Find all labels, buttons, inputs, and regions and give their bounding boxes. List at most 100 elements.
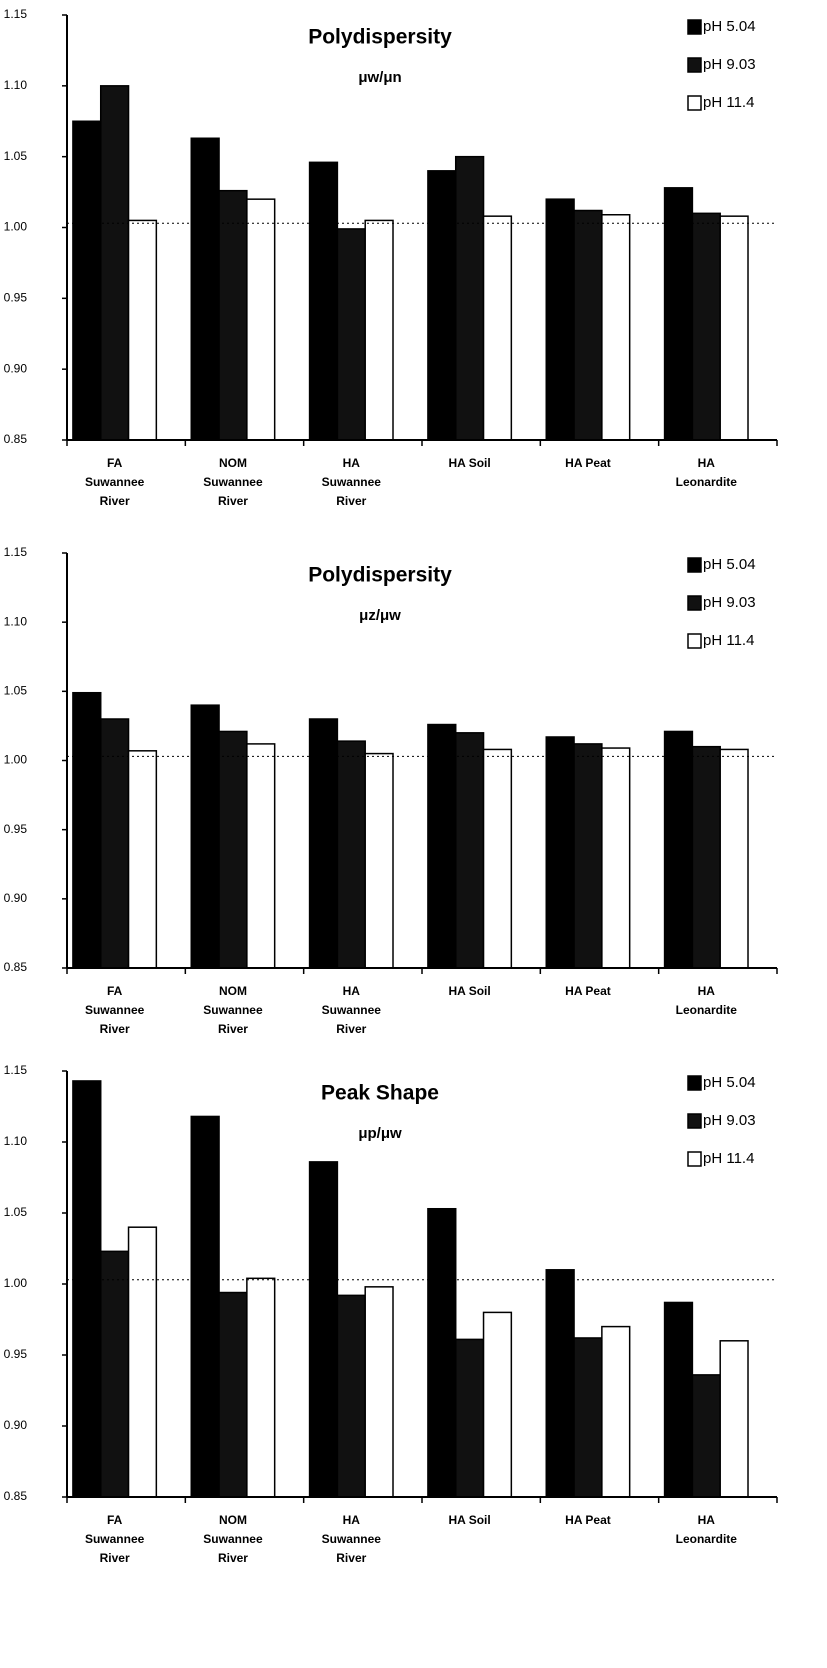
bar xyxy=(72,120,102,441)
legend-label: pH 11.4 xyxy=(703,94,754,111)
chart-panel: 0.85 0.90 0.95 1.00 1.05 1.10 1.15 FA Suwannee Ri… xyxy=(4,7,778,508)
y-tick-label: 0.85 xyxy=(4,960,28,974)
x-tick-label: HA Leonardite xyxy=(676,456,738,489)
legend-swatch xyxy=(687,57,702,73)
legend-swatch xyxy=(687,1075,702,1091)
x-tick-label-line: Suwannee xyxy=(322,475,382,489)
x-tick-label: NOM Suwannee River xyxy=(203,984,263,1036)
y-tick-label: 1.15 xyxy=(4,1063,28,1077)
legend-label: pH 9.03 xyxy=(703,56,756,73)
x-tick-label-line: River xyxy=(336,494,366,508)
legend-label: pH 9.03 xyxy=(703,594,756,611)
x-tick-label-line: Leonardite xyxy=(676,1003,738,1017)
y-tick-label: 1.15 xyxy=(4,545,28,559)
x-tick-label: HA Soil xyxy=(449,456,491,470)
bar xyxy=(663,1301,694,1498)
bar xyxy=(573,743,603,969)
y-tick-label: 0.95 xyxy=(4,822,28,836)
bar xyxy=(364,219,394,441)
x-tick-label-line: HA xyxy=(343,984,361,998)
x-tick-label: HA Leonardite xyxy=(676,1513,738,1546)
y-tick-label: 1.00 xyxy=(4,1276,28,1290)
y-tick-label: 0.85 xyxy=(4,432,28,446)
legend-swatch xyxy=(687,1151,702,1167)
y-tick-label: 1.15 xyxy=(4,7,28,21)
y-tick-label: 0.90 xyxy=(4,891,28,905)
bar xyxy=(190,1115,220,1498)
x-tick-label: HA Soil xyxy=(449,1513,491,1527)
x-tick-label-line: HA xyxy=(698,984,716,998)
x-tick-label: FA Suwannee River xyxy=(85,1513,145,1565)
x-tick-label-line: River xyxy=(336,1551,366,1565)
y-tick-label: 1.10 xyxy=(4,78,28,92)
x-tick-label-line: River xyxy=(100,1022,130,1036)
x-tick-label-line: FA xyxy=(107,1513,123,1527)
bar xyxy=(482,748,513,969)
x-tick-label: HA Peat xyxy=(565,1513,611,1527)
bar xyxy=(719,215,749,441)
bar xyxy=(336,740,366,969)
bar xyxy=(719,748,749,969)
legend-label: pH 11.4 xyxy=(703,1150,754,1167)
x-tick-label: HA Peat xyxy=(565,984,611,998)
x-tick-label-line: Suwannee xyxy=(322,1532,382,1546)
x-tick-label-line: Suwannee xyxy=(203,1532,263,1546)
x-tick-label-line: FA xyxy=(107,984,123,998)
bar xyxy=(427,170,457,441)
x-tick-label: HA Suwannee River xyxy=(322,1513,382,1565)
bar xyxy=(218,1291,248,1498)
legend-swatch xyxy=(687,557,702,573)
bar xyxy=(246,1277,276,1498)
y-tick-label: 1.00 xyxy=(4,220,28,234)
x-tick-label-line: HA xyxy=(343,1513,361,1527)
bar xyxy=(691,1374,721,1498)
legend-label: pH 5.04 xyxy=(703,556,756,573)
bar xyxy=(454,155,485,441)
legend-label: pH 11.4 xyxy=(703,632,754,649)
chart-subtitle: μz/μw xyxy=(359,607,401,624)
x-tick-label-line: HA xyxy=(343,456,361,470)
x-tick-label: NOM Suwannee River xyxy=(203,456,263,508)
x-tick-label: HA Soil xyxy=(449,984,491,998)
bar xyxy=(719,1340,749,1498)
x-tick-label: FA Suwannee River xyxy=(85,984,145,1036)
x-tick-label-line: Suwannee xyxy=(85,1532,145,1546)
x-tick-label-line: Suwannee xyxy=(203,475,263,489)
y-tick-label: 0.90 xyxy=(4,1418,28,1432)
legend-swatch xyxy=(687,1113,702,1129)
bar xyxy=(573,1337,603,1498)
bar xyxy=(127,1226,158,1498)
x-tick-label-line: NOM xyxy=(219,984,247,998)
x-tick-label-line: FA xyxy=(107,456,123,470)
y-tick-label: 1.00 xyxy=(4,753,28,767)
x-tick-label-line: Suwannee xyxy=(85,475,145,489)
x-tick-label-line: HA Peat xyxy=(565,1513,611,1527)
y-tick-label: 0.95 xyxy=(4,1347,28,1361)
legend-swatch xyxy=(687,95,702,111)
x-tick-label-line: HA Peat xyxy=(565,456,611,470)
bar xyxy=(246,743,276,969)
bar xyxy=(663,730,694,969)
legend-label: pH 5.04 xyxy=(703,18,756,35)
chart-subtitle: μw/μn xyxy=(358,69,401,86)
chart-panel: 0.85 0.90 0.95 1.00 1.05 1.10 1.15 FA Suwannee Ri… xyxy=(4,1063,778,1565)
bar xyxy=(573,209,603,441)
bar xyxy=(72,691,102,969)
chart-panel: 0.85 0.90 0.95 1.00 1.05 1.10 1.15 FA Suwannee Ri… xyxy=(4,545,778,1036)
x-tick-label-line: HA Soil xyxy=(449,984,491,998)
x-tick-label-line: HA Soil xyxy=(449,1513,491,1527)
chart-title: Peak Shape xyxy=(321,1082,439,1105)
legend-swatch xyxy=(687,19,702,35)
bar xyxy=(99,1250,130,1498)
bar xyxy=(601,747,631,969)
bar xyxy=(364,1286,394,1498)
bar xyxy=(427,723,457,969)
bar xyxy=(99,718,130,969)
bar xyxy=(127,219,158,441)
x-tick-label-line: River xyxy=(100,1551,130,1565)
bar xyxy=(246,198,276,441)
chart-title: Polydispersity xyxy=(308,26,452,49)
y-tick-label: 0.90 xyxy=(4,361,28,375)
legend-label: pH 9.03 xyxy=(703,1112,756,1129)
bar xyxy=(190,137,220,441)
